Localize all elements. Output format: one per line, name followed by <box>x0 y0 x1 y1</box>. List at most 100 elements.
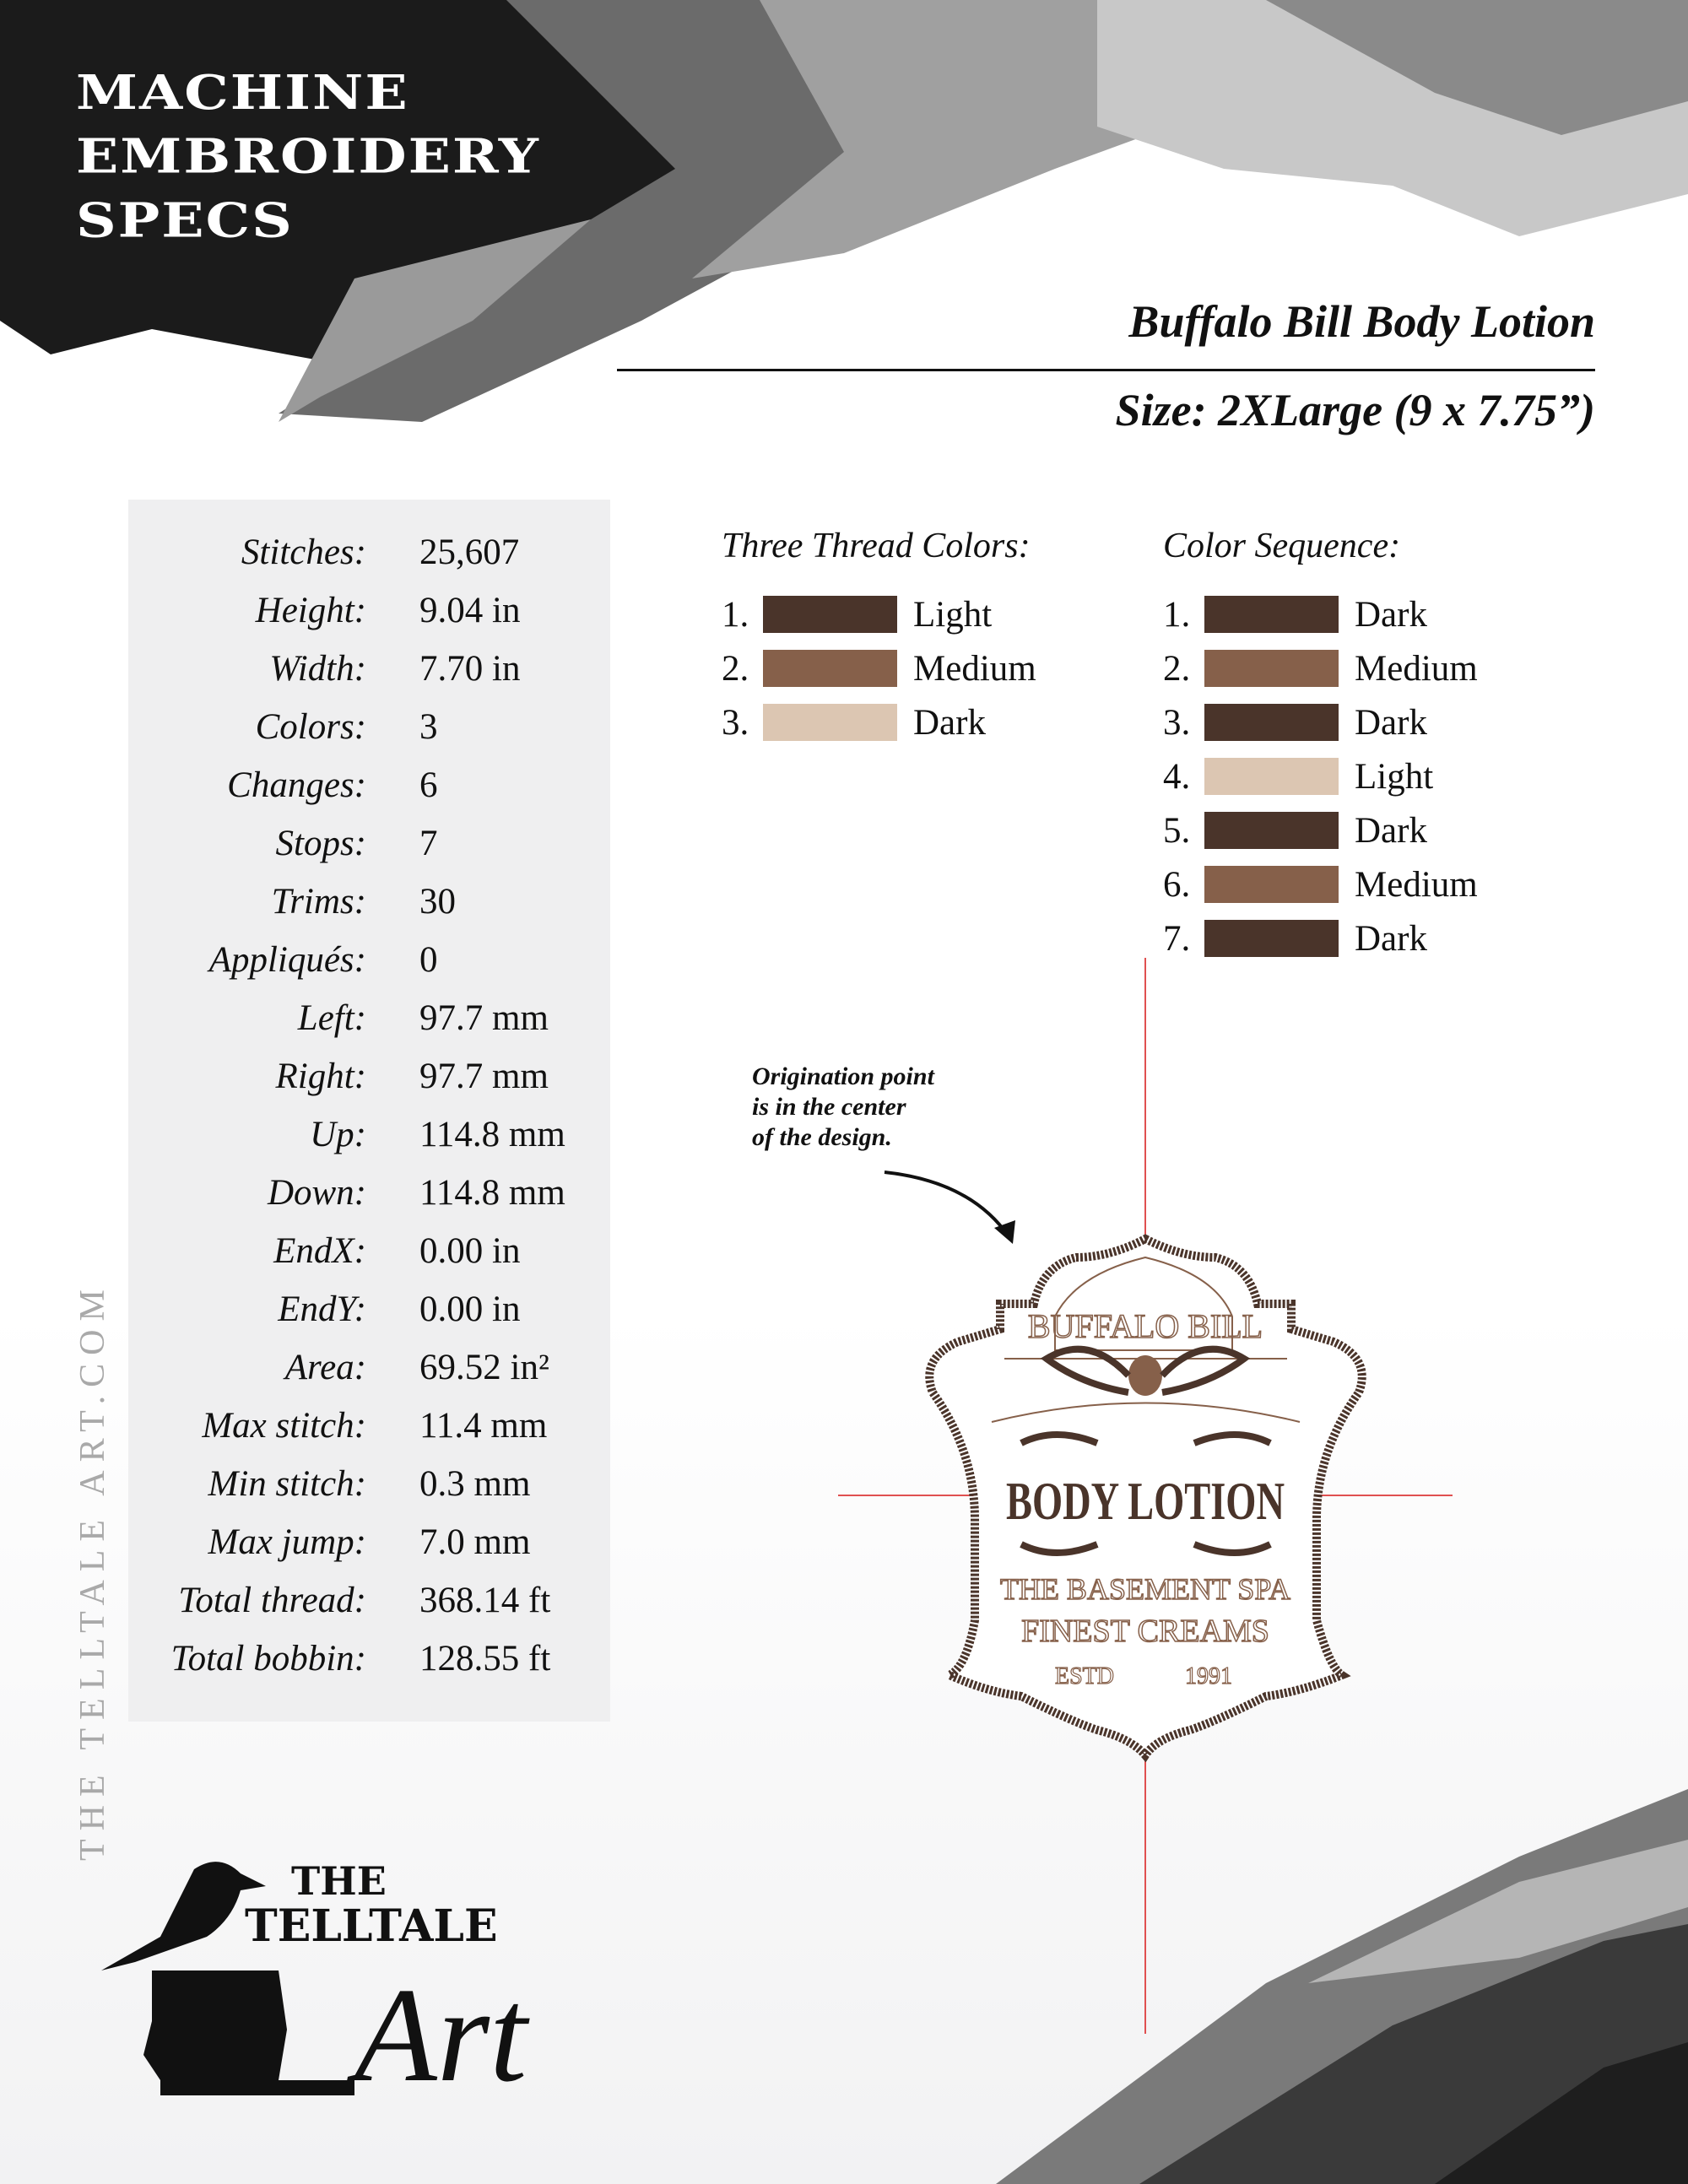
spec-label: Stitches: <box>241 532 366 572</box>
spec-row: EndY: 0.00 in <box>128 1289 610 1339</box>
specs-panel: Stitches: 25,607 Height: 9.04 in Width: 7.70 … <box>128 500 610 1722</box>
spec-row: Height: 9.04 in <box>128 590 610 641</box>
spec-row: Max stitch: 11.4 mm <box>128 1405 610 1456</box>
raven-icon <box>101 1862 266 1970</box>
color-name: Medium <box>913 649 1036 689</box>
title-line: MACHINE <box>76 64 409 121</box>
spec-value: 0 <box>419 940 438 980</box>
color-row: 4. Light <box>1163 756 1501 797</box>
spec-row: Stops: 7 <box>128 823 610 873</box>
note-line: Origination point <box>752 1062 934 1090</box>
title-line: EMBROIDERY <box>76 127 540 185</box>
color-swatch <box>763 704 897 741</box>
color-number: 3. <box>1163 703 1191 743</box>
color-row: 7. Dark <box>1163 918 1501 959</box>
color-swatch <box>1204 704 1339 741</box>
spec-label: Max jump: <box>208 1522 366 1562</box>
arrow-head-icon <box>994 1220 1015 1244</box>
spec-value: 0.00 in <box>419 1289 521 1329</box>
color-row: 1. Dark <box>1163 594 1501 635</box>
spec-row: Right: 97.7 mm <box>128 1056 610 1106</box>
color-name: Dark <box>1355 595 1427 635</box>
spec-value: 9.04 in <box>419 591 521 630</box>
spec-value: 114.8 mm <box>419 1173 565 1213</box>
spec-label: Changes: <box>227 765 366 805</box>
spec-label: Colors: <box>255 707 366 747</box>
spec-label: Total thread: <box>178 1581 366 1620</box>
watermark: THE TELLTALE ART.COM <box>73 1281 112 1861</box>
spec-label: Down: <box>267 1173 366 1213</box>
note-line: is in the center <box>752 1093 906 1121</box>
title-line: SPECS <box>76 192 294 248</box>
color-number: 5. <box>1163 811 1191 851</box>
spec-label: Up: <box>310 1115 366 1154</box>
color-row: 2. Medium <box>1163 648 1501 689</box>
color-swatch <box>1204 650 1339 687</box>
spec-label: EndY: <box>278 1289 366 1329</box>
sewing-machine-icon <box>143 1970 287 2080</box>
color-row: 3. Dark <box>722 702 1059 743</box>
spec-value: 3 <box>419 707 438 747</box>
color-number: 3. <box>722 703 749 743</box>
spec-label: Stops: <box>275 824 367 863</box>
thread-colors-list: 1. Light 2. Medium 3. Dark <box>722 594 1059 763</box>
spec-label: Area: <box>284 1348 366 1387</box>
spec-label: Appliqués: <box>208 940 366 980</box>
spec-label: Max stitch: <box>202 1406 366 1446</box>
spec-row: Max jump: 7.0 mm <box>128 1522 610 1572</box>
spec-label: Total bobbin: <box>170 1639 366 1679</box>
spec-label: Left: <box>297 998 366 1038</box>
color-name: Dark <box>913 703 986 743</box>
spec-label: EndX: <box>273 1231 366 1271</box>
logo-text-the: THE <box>291 1858 387 1904</box>
design-text-main: BODY LOTION <box>1006 1471 1285 1531</box>
color-row: 2. Medium <box>722 648 1059 689</box>
design-text-banner: THE BASEMENT SPA <box>1000 1572 1290 1606</box>
color-number: 2. <box>1163 649 1191 689</box>
spec-value: 7.0 mm <box>419 1522 531 1562</box>
color-swatch <box>1204 866 1339 903</box>
color-number: 1. <box>722 595 749 635</box>
design-name: Buffalo Bill Body Lotion <box>1128 296 1595 347</box>
spec-value: 11.4 mm <box>419 1406 548 1446</box>
color-name: Dark <box>1355 703 1427 743</box>
spec-value: 6 <box>419 765 438 805</box>
design-text-sub: FINEST CREAMS <box>1021 1614 1269 1649</box>
color-swatch <box>763 596 897 633</box>
color-number: 7. <box>1163 919 1191 959</box>
divider <box>617 369 1595 371</box>
spec-row: Changes: 6 <box>128 765 610 815</box>
spec-value: 97.7 mm <box>419 998 549 1038</box>
spec-row: Total thread: 368.14 ft <box>128 1580 610 1630</box>
spec-row: Total bobbin: 128.55 ft <box>128 1638 610 1689</box>
color-row: 1. Light <box>722 594 1059 635</box>
spec-row: Min stitch: 0.3 mm <box>128 1463 610 1514</box>
spec-value: 114.8 mm <box>419 1115 565 1154</box>
logo-text-telltale: TELLTALE <box>245 1900 498 1952</box>
spec-value: 7 <box>419 824 438 863</box>
color-sequence-list: 1. Dark 2. Medium 3. Dark 4. Light 5. Dark 6. Mediu… <box>1163 594 1501 982</box>
color-name: Medium <box>1355 649 1478 689</box>
color-name: Medium <box>1355 865 1478 905</box>
badge-outline <box>925 1234 1366 1763</box>
color-number: 6. <box>1163 865 1191 905</box>
color-row: 5. Dark <box>1163 810 1501 851</box>
color-row: 6. Medium <box>1163 864 1501 905</box>
color-sequence-heading: Color Sequence: <box>1163 527 1401 565</box>
spec-value: 97.7 mm <box>419 1057 549 1096</box>
spec-value: 7.70 in <box>419 649 521 689</box>
spec-row: Stitches: 25,607 <box>128 532 610 582</box>
color-name: Light <box>913 595 993 635</box>
design-text-top: BUFFALO BILL <box>1028 1307 1263 1345</box>
spec-row: Left: 97.7 mm <box>128 997 610 1048</box>
color-number: 4. <box>1163 757 1191 797</box>
design-size: Size: 2XLarge (9 x 7.75”) <box>1115 385 1595 435</box>
origin-note: Origination point is in the center of th… <box>752 1062 934 1153</box>
color-swatch <box>763 650 897 687</box>
design-text-estd: ESTD <box>1055 1663 1114 1689</box>
spec-label: Min stitch: <box>208 1464 367 1504</box>
spec-row: Up: 114.8 mm <box>128 1114 610 1165</box>
spec-value: 25,607 <box>419 532 520 572</box>
telltale-logo: THE TELLTALE Art <box>101 1858 530 2110</box>
